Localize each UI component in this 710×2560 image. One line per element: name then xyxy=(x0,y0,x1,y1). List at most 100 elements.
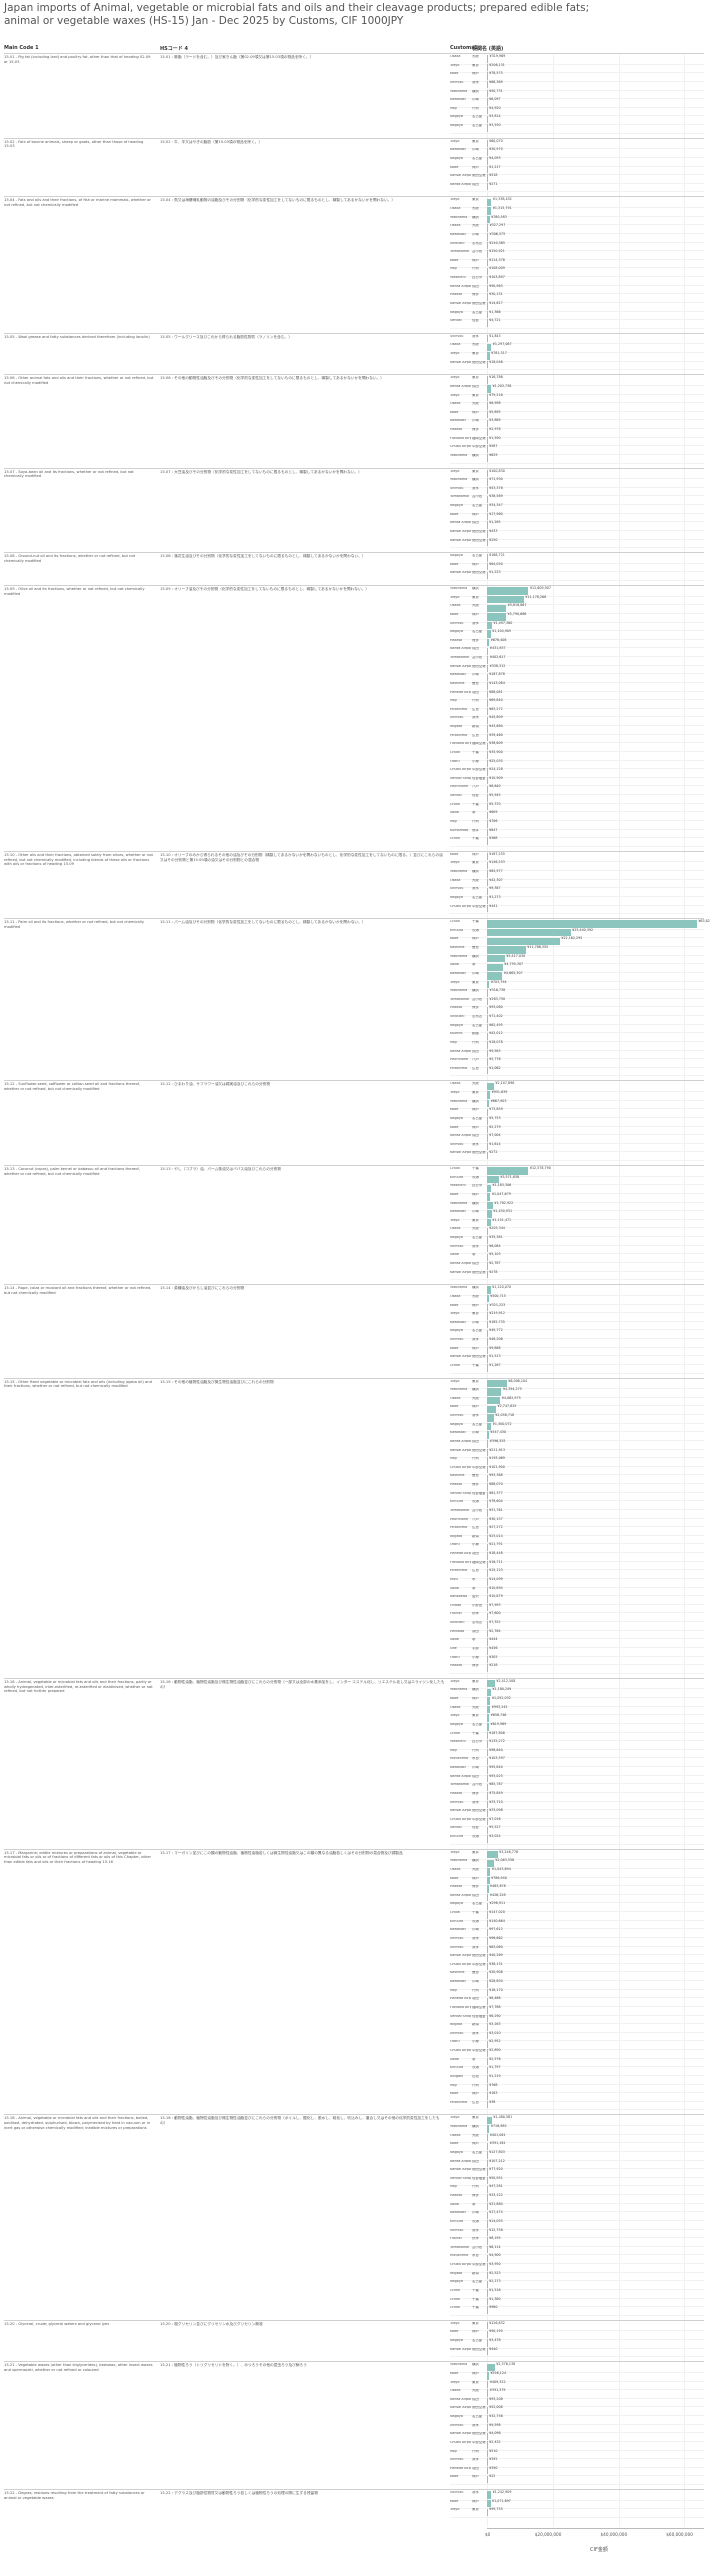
row-divider xyxy=(450,1517,704,1519)
customs-name-ja: 関西空港 xyxy=(472,1809,486,1813)
customs-name-ja: 堺 xyxy=(472,2202,476,2206)
data-label: ¥211,913 xyxy=(489,1447,505,1452)
hs-code-label: 15.22 : デグラス及び脂肪性物質又は動物性ろう若しくは植物性ろうの処理の際… xyxy=(160,2491,318,2496)
customs-name: Chiba xyxy=(450,2306,460,2310)
main-code-label: 15.14 - Rape, colza or mustard oil and f… xyxy=(4,1286,152,1296)
customs-name: Yokohama xyxy=(450,1859,468,1863)
customs-name-ja: 新潟 xyxy=(472,2023,479,2027)
customs-name-ja: 川崎 xyxy=(472,1320,479,1324)
row-divider xyxy=(450,2228,704,2230)
data-label: ¥4,900 xyxy=(489,2253,501,2258)
customs-name-ja: 清水 xyxy=(472,2423,479,2427)
customs-name-ja: 仙台塩釜 xyxy=(472,1491,486,1495)
row-divider xyxy=(450,794,704,796)
data-label: ¥42,307 xyxy=(489,877,503,882)
data-label: ¥3,010 xyxy=(489,2030,501,2035)
customs-name: Tokyo xyxy=(450,1218,460,1222)
customs-name: Yokohama xyxy=(450,89,468,93)
group-separator xyxy=(4,2361,704,2363)
row-divider xyxy=(450,352,704,354)
row-divider xyxy=(450,1867,704,1869)
row-divider xyxy=(450,1748,704,1750)
data-label: ¥441 xyxy=(489,903,498,908)
customs-name-ja: 大阪 xyxy=(472,1294,479,1298)
data-label: ¥12,609,907 xyxy=(529,586,551,591)
row-divider xyxy=(450,124,704,125)
row-divider xyxy=(450,2314,704,2316)
customs-name: Osaka xyxy=(450,1227,461,1231)
row-divider xyxy=(450,1843,704,1845)
data-bar xyxy=(487,1396,501,1405)
customs-name-ja: 大阪 xyxy=(472,1705,479,1709)
data-bar xyxy=(487,2508,488,2516)
customs-name-ja: 衣浦 xyxy=(472,2219,479,2223)
data-bar xyxy=(487,2168,488,2176)
customs-name-ja: 堺 xyxy=(472,1638,476,1642)
customs-name-ja: 成田 xyxy=(472,2397,479,2401)
data-label: ¥9,563 xyxy=(489,1048,501,1053)
customs-name-ja: 博多 xyxy=(472,638,479,642)
data-bar xyxy=(487,647,489,656)
customs-name-ja: 東京 xyxy=(472,1850,479,1854)
customs-name-ja: 水島 xyxy=(472,1757,479,1761)
customs-name: Shimizu xyxy=(450,621,464,625)
row-divider xyxy=(450,1303,704,1305)
row-divider xyxy=(450,1405,704,1407)
customs-name-ja: 福岡空港 xyxy=(472,742,486,746)
customs-name-ja: 横浜 xyxy=(472,587,479,591)
customs-name-ja: 東京 xyxy=(472,595,479,599)
data-bar xyxy=(487,1766,488,1774)
customs-name-ja: 清水 xyxy=(472,1244,479,1248)
group-separator xyxy=(4,196,704,198)
data-label: ¥1,242,909 xyxy=(492,2490,512,2495)
data-label: ¥3,024 xyxy=(489,1834,501,1839)
customs-name-ja: 門司 xyxy=(472,2185,479,2189)
data-label: ¥368 xyxy=(489,836,498,841)
customs-name: Yokohama xyxy=(450,1099,468,1103)
data-label: ¥187,878 xyxy=(489,672,505,677)
customs-name-ja: 関西空港 xyxy=(472,538,486,542)
data-bar xyxy=(487,2380,489,2389)
customs-name-ja: 仙台 xyxy=(472,794,479,798)
customs-name-ja: 東京 xyxy=(472,2508,479,2512)
data-bar xyxy=(487,89,488,98)
row-divider xyxy=(450,963,704,965)
customs-name-ja: 清水 xyxy=(472,334,479,338)
row-divider xyxy=(450,402,704,404)
data-label: ¥30,970 xyxy=(489,147,503,152)
row-divider xyxy=(450,2423,704,2425)
data-label: ¥2,432 xyxy=(489,2439,501,2444)
data-bar xyxy=(487,258,488,267)
customs-name: Shimizu xyxy=(450,2423,464,2427)
customs-name: Moji xyxy=(450,1457,457,1461)
row-divider xyxy=(450,1465,704,1467)
row-divider xyxy=(450,1629,704,1631)
row-divider xyxy=(450,2280,704,2282)
customs-name: Sakai xyxy=(450,811,460,815)
customs-name: Kansai Airport xyxy=(450,360,471,364)
customs-name-ja: 中部空港 xyxy=(472,1817,486,1821)
customs-name: Hiroshima xyxy=(450,1569,468,1573)
data-bar xyxy=(487,2475,488,2484)
data-label: ¥187,808 xyxy=(489,1730,505,1735)
customs-name-ja: 関西空港 xyxy=(472,2347,486,2351)
customs-name: Shibushi xyxy=(450,241,465,245)
data-label: ¥35,900 xyxy=(489,749,503,754)
data-bar xyxy=(487,2151,488,2159)
customs-name-ja: 苫小牧 xyxy=(472,656,483,660)
data-bar xyxy=(487,2083,488,2092)
customs-name-ja: 堺 xyxy=(472,2057,476,2061)
row-divider xyxy=(450,1595,704,1597)
row-divider xyxy=(450,1688,704,1690)
data-label: ¥12,758 xyxy=(489,2227,503,2232)
group-separator xyxy=(4,2489,704,2491)
customs-name-ja: 大阪 xyxy=(472,1227,479,1231)
customs-name: Nagoya xyxy=(450,2150,463,2154)
data-bar xyxy=(487,2491,492,2499)
data-bar xyxy=(487,777,488,785)
data-label: ¥1,480,581 xyxy=(493,2115,513,2120)
group-separator xyxy=(4,1284,704,1286)
data-bar xyxy=(487,1748,488,1757)
customs-name-ja: 大阪 xyxy=(472,604,479,608)
data-bar xyxy=(487,393,488,402)
